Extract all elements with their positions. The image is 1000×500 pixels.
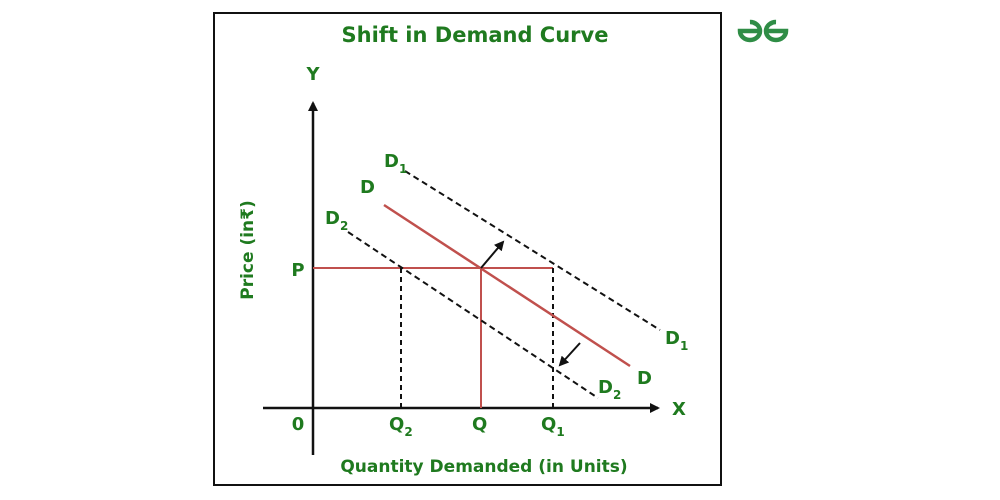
x-axis-letter: X bbox=[672, 399, 686, 420]
shift-right-arrow bbox=[480, 240, 505, 269]
demand-curve-d2 bbox=[347, 231, 599, 399]
x-axis-title: Quantity Demanded (in Units) bbox=[340, 457, 627, 477]
q1-label: Q1 bbox=[541, 414, 565, 439]
q-label: Q bbox=[472, 414, 487, 435]
price-label: P bbox=[291, 260, 304, 281]
label-d-top: D bbox=[360, 177, 375, 198]
origin-label: 0 bbox=[292, 414, 305, 435]
demand-curve-d bbox=[383, 203, 631, 368]
q2-label: Q2 bbox=[389, 414, 413, 439]
label-d2-top: D2 bbox=[325, 208, 348, 233]
y-axis-title: Price (in₹) bbox=[238, 200, 258, 300]
shift-left-arrow bbox=[558, 342, 581, 367]
label-d2-bottom: D2 bbox=[598, 377, 621, 402]
y-axis-letter: Y bbox=[305, 64, 320, 85]
label-d-bottom: D bbox=[637, 368, 652, 389]
demand-curve-d1 bbox=[404, 170, 661, 331]
label-d1-bottom: D1 bbox=[665, 328, 688, 353]
label-d1-top: D1 bbox=[384, 151, 407, 176]
gfg-logo-icon bbox=[737, 19, 789, 43]
diagram-title: Shift in Demand Curve bbox=[342, 23, 609, 47]
